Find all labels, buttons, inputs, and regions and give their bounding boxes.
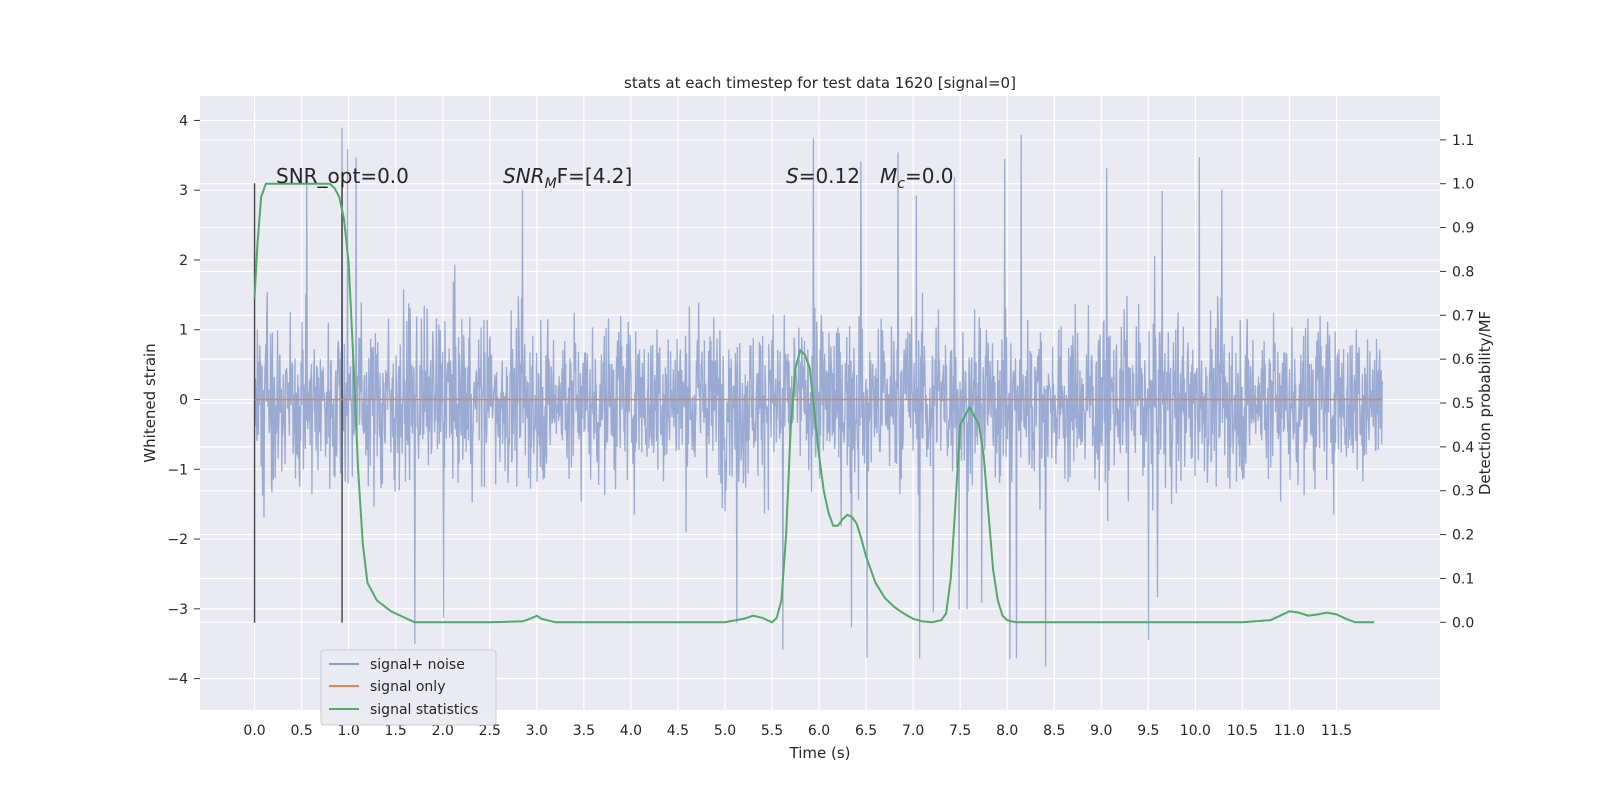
legend-label-statistics: signal statistics — [370, 702, 478, 718]
x-tick-label: 10.5 — [1227, 723, 1258, 739]
x-tick-label: 6.0 — [808, 723, 830, 739]
x-tick-label: 11.0 — [1274, 723, 1305, 739]
legend-label-noise: signal+ noise — [370, 657, 465, 673]
x-tick-label: 9.0 — [1090, 723, 1112, 739]
y-tick-label: −3 — [167, 602, 188, 618]
y-tick-labels: 4 3 2 1 0 −1 −2 −3 −4 — [167, 113, 200, 688]
y-tick-label: 4 — [179, 113, 188, 129]
annotation-s-sym: S — [786, 164, 799, 188]
annotation-mc-main: M — [880, 164, 897, 188]
y-right-tick-label: 0.7 — [1452, 308, 1474, 324]
x-tick-label: 7.5 — [949, 723, 971, 739]
annotation-snr-mf-main: SNR — [503, 164, 545, 188]
y-right-tick-label: 0.8 — [1452, 264, 1474, 280]
x-tick-label: 4.5 — [667, 723, 689, 739]
chart-title: stats at each timestep for test data 162… — [624, 74, 1016, 92]
x-tick-label: 9.5 — [1137, 723, 1159, 739]
annotation-snr-mf: SNRMF=[4.2] — [503, 164, 632, 192]
series-signal-statistics — [253, 182, 1375, 624]
annotation-snr-opt: SNR_opt=0.0 — [276, 164, 409, 188]
annotations: SNR_opt=0.0 SNRMF=[4.2] S=0.12 Mc=0.0 — [276, 164, 954, 192]
x-tick-label: 6.5 — [855, 723, 877, 739]
x-tick-label: 1.5 — [385, 723, 407, 739]
noise-trace — [253, 127, 1384, 667]
x-tick-label: 0.5 — [290, 723, 312, 739]
x-tick-label: 4.0 — [620, 723, 642, 739]
y-tick-label: −4 — [167, 672, 188, 688]
x-tick-labels: 0.0 0.5 1.0 1.5 2.0 2.5 3.0 3.5 4.0 4.5 5.0 5.5 6.0 6… — [243, 723, 1352, 739]
y-right-axis-label: Detection probability/MF — [1476, 311, 1494, 495]
series-signal-noise — [253, 127, 1384, 667]
y-right-tick-label: 0.2 — [1452, 528, 1474, 544]
x-tick-label: 3.0 — [526, 723, 548, 739]
x-axis-label: Time (s) — [789, 744, 851, 762]
x-tick-label: 7.0 — [902, 723, 924, 739]
annotation-s-val: =0.12 — [799, 164, 860, 188]
y-right-tick-label: 0.6 — [1452, 352, 1474, 368]
x-tick-label: 0.0 — [243, 723, 265, 739]
y-right-tick-label: 0.4 — [1452, 440, 1474, 456]
annotation-mc: Mc=0.0 — [880, 164, 954, 192]
x-tick-label: 5.0 — [714, 723, 736, 739]
annotation-mc-val: =0.0 — [905, 164, 954, 188]
y-tick-label: 2 — [179, 253, 188, 269]
y-right-tick-label: 0.3 — [1452, 484, 1474, 500]
annotation-snr-mf-sub: M — [545, 176, 557, 192]
legend: signal+ noise signal only signal statist… — [320, 649, 497, 726]
y-right-tick-label: 0.0 — [1452, 615, 1474, 631]
y-right-tick-labels: 1.1 1.0 0.9 0.8 0.7 0.6 0.5 0.4 0.3 0.2 0.1 0.0 — [1440, 133, 1474, 631]
x-tick-label: 10.0 — [1180, 723, 1211, 739]
x-tick-label: 1.0 — [338, 723, 360, 739]
x-tick-label: 3.5 — [573, 723, 595, 739]
annotation-s: S=0.12 — [786, 164, 860, 188]
x-tick-label: 2.5 — [479, 723, 501, 739]
x-tick-label: 8.5 — [1043, 723, 1065, 739]
annotation-mc-sub: c — [897, 176, 905, 192]
y-tick-label: −2 — [167, 532, 188, 548]
y-right-tick-label: 1.0 — [1452, 177, 1474, 193]
y-axis-label: Whitened strain — [141, 343, 159, 462]
x-tick-label: 8.0 — [996, 723, 1018, 739]
y-right-tick-label: 0.1 — [1452, 571, 1474, 587]
x-tick-label: 11.5 — [1321, 723, 1352, 739]
y-tick-label: 1 — [179, 323, 188, 339]
y-right-tick-label: 0.9 — [1452, 221, 1474, 237]
y-tick-label: −1 — [167, 462, 188, 478]
legend-box — [320, 649, 497, 726]
legend-label-signal-only: signal only — [370, 679, 445, 695]
y-right-tick-label: 0.5 — [1452, 396, 1474, 412]
vertical-markers — [253, 183, 343, 623]
statistics-line — [253, 182, 1375, 624]
x-tick-label: 5.5 — [761, 723, 783, 739]
y-right-tick-label: 1.1 — [1452, 133, 1474, 149]
annotation-snr-mf-rest: F=[4.2] — [557, 164, 633, 188]
x-tick-label: 2.0 — [432, 723, 454, 739]
y-tick-label: 3 — [179, 183, 188, 199]
y-tick-label: 0 — [179, 393, 188, 409]
